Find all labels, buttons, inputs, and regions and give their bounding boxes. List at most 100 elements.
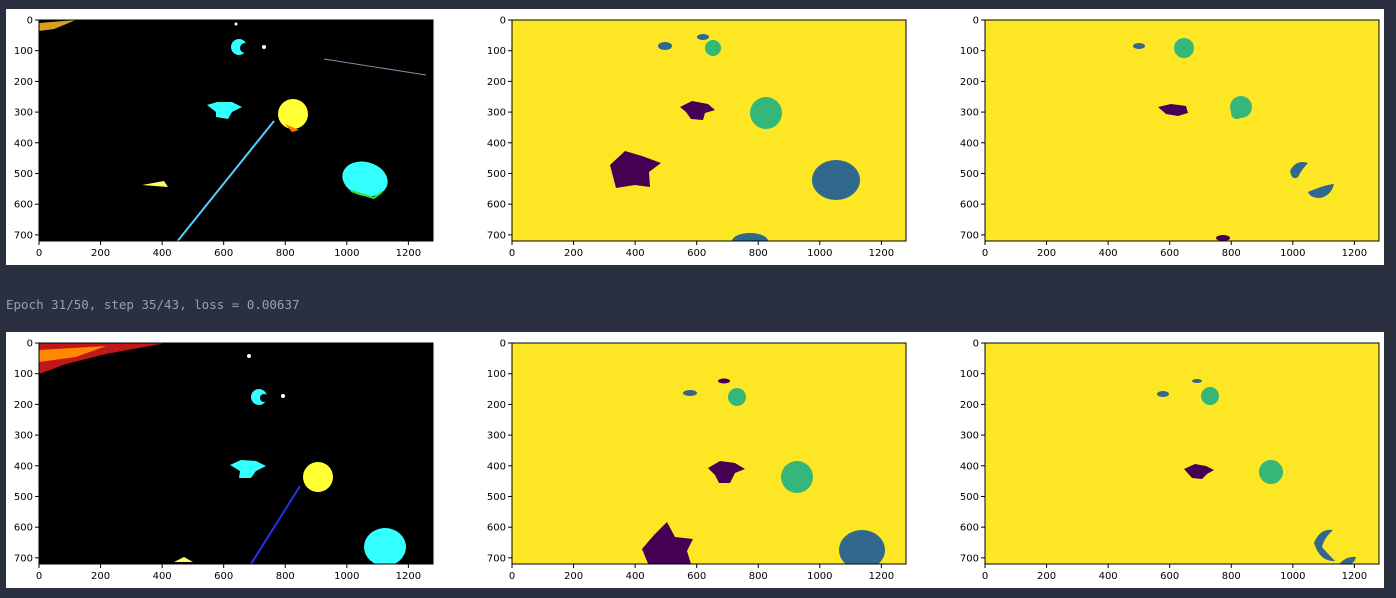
x-tick-label: 200 bbox=[564, 248, 583, 259]
image-object bbox=[176, 120, 275, 241]
y-tick-label: 300 bbox=[14, 431, 33, 442]
image-object bbox=[350, 190, 383, 200]
x-tick-label: 1200 bbox=[1342, 571, 1367, 582]
y-tick-label: 100 bbox=[960, 369, 979, 380]
y-tick-label: 200 bbox=[487, 77, 506, 88]
y-tick-label: 200 bbox=[960, 77, 979, 88]
y-tick-label: 100 bbox=[14, 369, 33, 380]
x-tick-label: 0 bbox=[36, 571, 42, 582]
y-tick-label: 0 bbox=[500, 16, 506, 27]
y-tick-label: 200 bbox=[960, 400, 979, 411]
mask-object bbox=[839, 530, 885, 564]
x-tick-label: 800 bbox=[276, 248, 295, 259]
image-object bbox=[39, 20, 76, 31]
image-object bbox=[142, 181, 168, 187]
x-tick-label: 200 bbox=[91, 571, 110, 582]
x-tick-label: 200 bbox=[564, 571, 583, 582]
image-object bbox=[260, 394, 268, 402]
figure-output-1: 0 200 400 600 800 1000 1200 0 100 200 300 400 500 600… bbox=[6, 9, 1384, 265]
x-tick-label: 200 bbox=[1037, 571, 1056, 582]
mask-object bbox=[732, 233, 768, 241]
y-tick-label: 0 bbox=[973, 339, 979, 350]
y-tick-label: 0 bbox=[973, 16, 979, 27]
x-tick-label: 400 bbox=[1099, 571, 1118, 582]
mask-object bbox=[728, 388, 746, 406]
y-tick-label: 700 bbox=[960, 230, 979, 241]
axes-frame bbox=[38, 342, 434, 565]
x-tick-label: 400 bbox=[626, 571, 645, 582]
y-tick-label: 300 bbox=[960, 108, 979, 119]
mask-object bbox=[1184, 464, 1214, 479]
image-object bbox=[39, 346, 106, 362]
x-tick-label: 1200 bbox=[869, 571, 894, 582]
x-tick-label: 200 bbox=[1037, 248, 1056, 259]
plot-input-image: 0 200 400 600 800 1000 1200 0 100 200 300 400 500 600… bbox=[6, 332, 446, 588]
x-tick-label: 0 bbox=[36, 248, 42, 259]
y-tick-label: 200 bbox=[14, 400, 33, 411]
axes-frame bbox=[38, 19, 434, 242]
x-tick-label: 1000 bbox=[1280, 248, 1305, 259]
axes-frame bbox=[984, 19, 1380, 242]
x-tick-label: 600 bbox=[1160, 571, 1179, 582]
image-background bbox=[39, 20, 433, 241]
x-tick-label: 400 bbox=[153, 571, 172, 582]
image-object bbox=[174, 557, 193, 562]
image-object bbox=[240, 43, 250, 53]
image-object bbox=[285, 124, 299, 132]
y-tick-label: 400 bbox=[960, 138, 979, 149]
y-tick-label: 600 bbox=[487, 200, 506, 211]
y-tick-label: 200 bbox=[14, 77, 33, 88]
mask-object bbox=[1290, 162, 1308, 179]
plot-svg: 0 200 400 600 800 1000 1200 0 100 200 300 400 500 600… bbox=[487, 339, 907, 582]
mask-background bbox=[985, 343, 1379, 564]
plot-svg: 0 200 400 600 800 1000 1200 0 100 200 300 400 500 600… bbox=[14, 339, 434, 582]
mask-object bbox=[718, 378, 730, 384]
x-tick-label: 200 bbox=[91, 248, 110, 259]
x-tick-label: 400 bbox=[153, 248, 172, 259]
image-area bbox=[39, 343, 433, 564]
x-tick-label: 0 bbox=[509, 571, 515, 582]
image-object bbox=[247, 354, 251, 358]
y-tick-label: 400 bbox=[960, 461, 979, 472]
y-tick-label: 500 bbox=[487, 492, 506, 503]
y-tick-label: 700 bbox=[14, 553, 33, 564]
y-tick-label: 700 bbox=[14, 230, 33, 241]
x-tick-label: 0 bbox=[509, 248, 515, 259]
image-area bbox=[39, 20, 433, 241]
mask-object bbox=[697, 34, 709, 40]
y-tick-label: 0 bbox=[27, 339, 33, 350]
mask-object bbox=[1157, 391, 1169, 397]
image-background bbox=[39, 343, 433, 564]
axes-frame bbox=[984, 342, 1380, 565]
mask-object bbox=[1133, 43, 1145, 49]
mask-object bbox=[1314, 529, 1335, 562]
image-object bbox=[323, 58, 427, 76]
x-tick-label: 600 bbox=[1160, 248, 1179, 259]
y-tick-label: 700 bbox=[960, 553, 979, 564]
y-tick-label: 600 bbox=[960, 523, 979, 534]
x-tick-label: 800 bbox=[749, 571, 768, 582]
plot-svg: 0 200 400 600 800 1000 1200 0 100 200 300 400 500 600… bbox=[960, 339, 1380, 582]
image-object bbox=[281, 394, 285, 398]
plot-svg: 0 200 400 600 800 1000 1200 0 100 200 300 400 500 600… bbox=[960, 16, 1380, 259]
y-tick-label: 400 bbox=[487, 461, 506, 472]
x-tick-label: 0 bbox=[982, 248, 988, 259]
x-tick-label: 0 bbox=[982, 571, 988, 582]
axes-frame bbox=[511, 19, 907, 242]
figure-output-2: 0 200 400 600 800 1000 1200 0 100 200 300 400 500 600… bbox=[6, 332, 1384, 588]
plot-svg: 0 200 400 600 800 1000 1200 0 100 200 300 400 500 600… bbox=[14, 16, 434, 259]
x-tick-label: 1000 bbox=[1280, 571, 1305, 582]
image-object bbox=[230, 460, 266, 478]
x-tick-label: 1000 bbox=[807, 248, 832, 259]
plot-ground-truth-mask: 0 200 400 600 800 1000 1200 0 100 200 300 400 500 600… bbox=[479, 332, 919, 588]
image-object bbox=[234, 22, 238, 26]
mask-object bbox=[1308, 184, 1334, 198]
mask-object bbox=[705, 40, 721, 56]
x-tick-label: 600 bbox=[214, 248, 233, 259]
y-tick-label: 400 bbox=[14, 138, 33, 149]
mask-object bbox=[1340, 556, 1356, 564]
y-tick-label: 500 bbox=[960, 169, 979, 180]
y-tick-label: 400 bbox=[14, 461, 33, 472]
x-tick-label: 400 bbox=[626, 248, 645, 259]
mask-object bbox=[708, 461, 745, 483]
